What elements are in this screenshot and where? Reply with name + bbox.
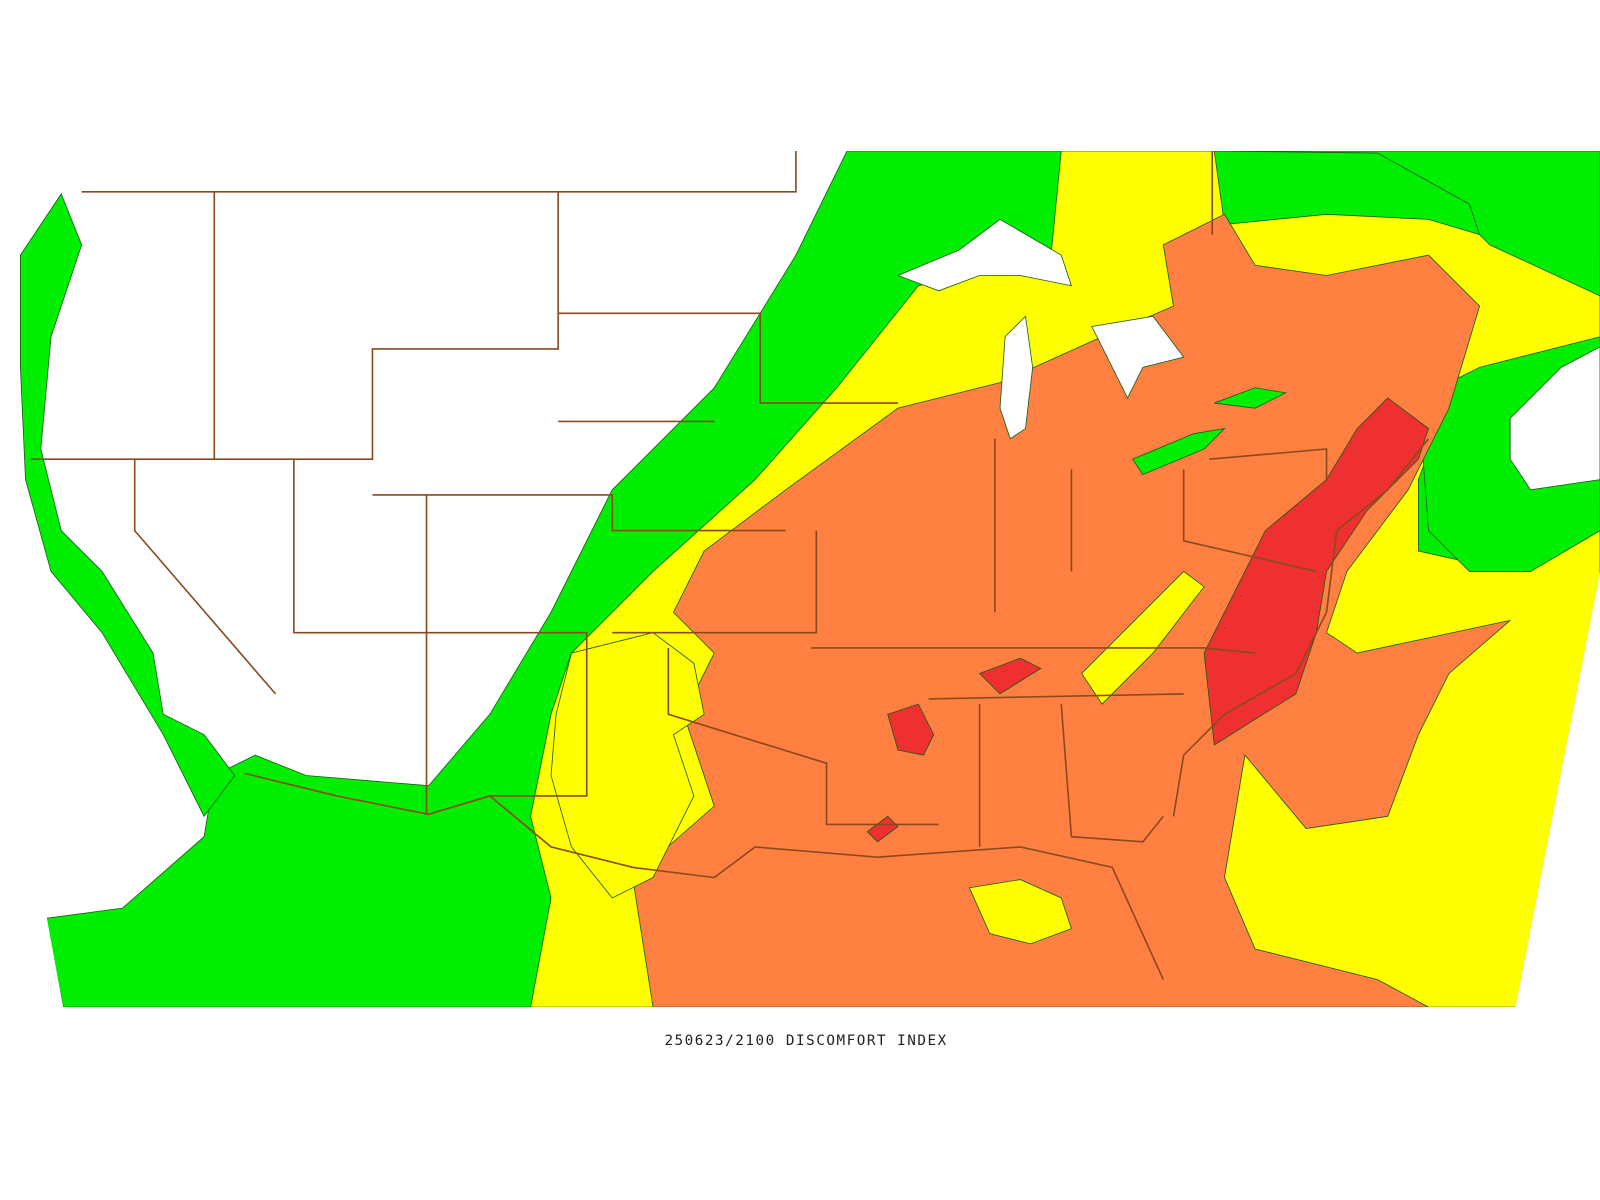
border (667, 647, 939, 826)
map-area (0, 151, 1600, 1008)
zone-red-patch (887, 703, 935, 756)
lake-ontario (1214, 387, 1288, 409)
border (612, 530, 818, 634)
zone-red-patch (866, 815, 899, 843)
water (1509, 346, 1600, 491)
zone-yellow-patch (1081, 570, 1205, 705)
border (1060, 704, 1164, 843)
border (293, 459, 428, 815)
border (811, 647, 1256, 654)
lake-erie (1132, 427, 1226, 475)
border (1182, 469, 1317, 573)
border (425, 494, 588, 797)
border (372, 494, 786, 532)
lake-michigan (999, 315, 1034, 440)
border (81, 151, 797, 193)
border (30, 191, 559, 460)
zone-yellow-patch (968, 879, 1072, 945)
coast (1172, 438, 1430, 817)
zone-red-patch (978, 657, 1042, 695)
lake-huron (1091, 315, 1185, 399)
border (133, 459, 277, 695)
zone-green-north (1213, 151, 1481, 236)
lake-superior (896, 218, 1073, 292)
border (928, 693, 1184, 700)
zone-yellow-texas (550, 632, 705, 899)
map-caption: 250623/2100 DISCOMFORT INDEX (664, 1033, 947, 1049)
border (244, 772, 1165, 980)
border (558, 312, 898, 404)
borders (30, 151, 1430, 980)
border (1209, 448, 1328, 480)
zone-green-west (20, 193, 236, 818)
zone-orange (632, 213, 1511, 1008)
